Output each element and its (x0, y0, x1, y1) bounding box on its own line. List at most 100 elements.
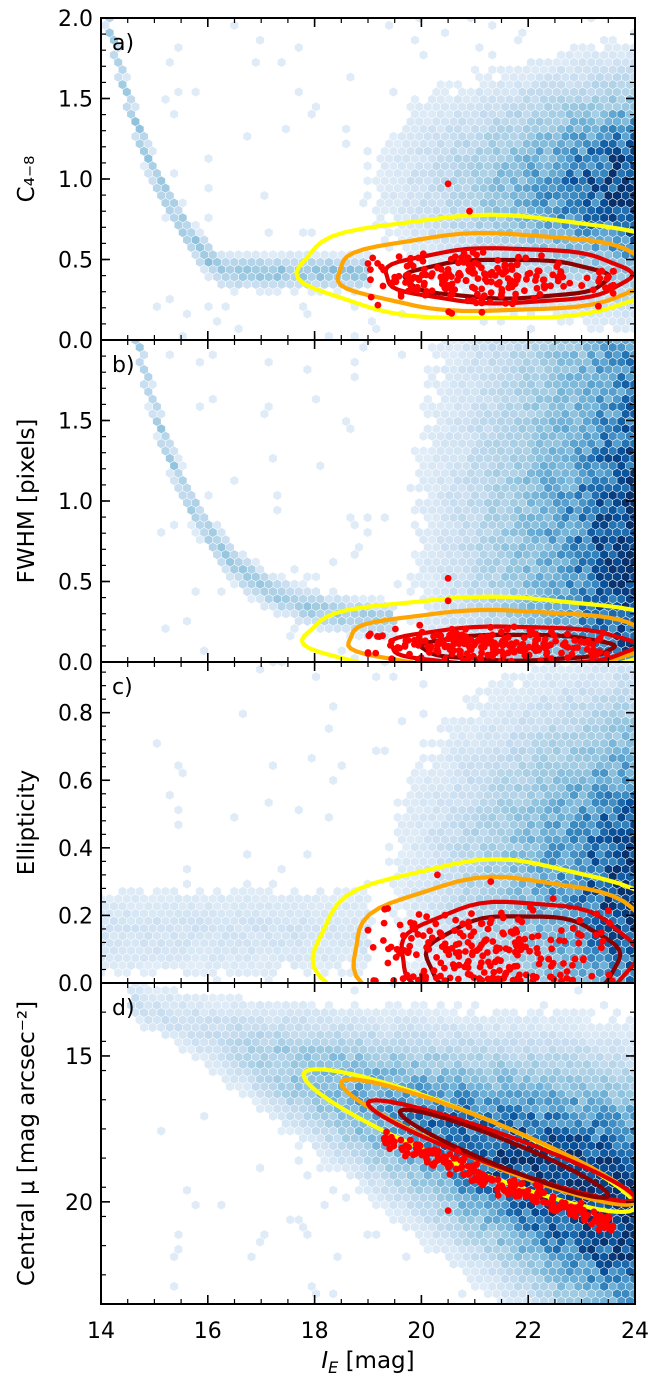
data-point (400, 932, 407, 939)
density-hex (625, 535, 634, 545)
density-hex (243, 557, 252, 567)
density-hex (389, 161, 398, 171)
density-hex (501, 835, 510, 845)
density-hex (324, 624, 333, 634)
density-hex (621, 687, 630, 697)
density-hex (544, 57, 553, 67)
density-hex (509, 409, 518, 419)
density-hex (613, 849, 621, 859)
density-hex (428, 446, 437, 456)
density-hex (165, 468, 174, 478)
density-hex (230, 579, 239, 589)
density-hex (552, 131, 561, 141)
density-hex (269, 923, 277, 933)
density-hex (621, 849, 630, 859)
density-hex (531, 535, 540, 545)
density-hex (380, 205, 389, 215)
density-hex (565, 505, 574, 515)
density-hex (582, 416, 591, 426)
density-hex (578, 820, 587, 830)
density-hex (428, 242, 437, 252)
density-hex (621, 72, 630, 82)
density-hex (316, 594, 325, 604)
density-hex (587, 72, 596, 82)
density-hex (475, 220, 484, 230)
density-hex (561, 835, 570, 845)
density-hex (286, 587, 295, 597)
density-hex (561, 716, 570, 726)
density-hex (643, 709, 651, 718)
density-hex (608, 564, 617, 574)
density-hex (565, 768, 574, 778)
density-hex (492, 483, 501, 493)
density-hex (639, 968, 647, 977)
density-hex (608, 931, 617, 941)
density-hex (522, 535, 531, 545)
density-hex (363, 513, 372, 523)
density-hex (639, 58, 647, 67)
density-hex (385, 168, 394, 178)
density-hex (518, 983, 526, 992)
density-hex (608, 94, 617, 104)
density-hex (432, 835, 441, 845)
data-point (550, 632, 558, 639)
density-hex (518, 102, 527, 112)
density-hex (557, 316, 566, 326)
density-hex (488, 679, 497, 689)
density-hex (234, 968, 243, 978)
data-point (406, 650, 413, 658)
density-hex (608, 228, 617, 238)
density-hex (582, 50, 591, 60)
density-hex (570, 746, 578, 756)
data-point (537, 657, 545, 662)
density-hex (531, 154, 540, 164)
density-hex (238, 550, 247, 560)
density-hex (514, 738, 523, 748)
data-point (596, 634, 604, 642)
data-point (465, 923, 473, 931)
density-hex (608, 183, 617, 193)
density-hex (514, 139, 523, 149)
density-hex (264, 946, 273, 956)
data-point (545, 955, 553, 963)
density-hex (604, 835, 613, 845)
density-hex (165, 909, 174, 919)
density-hex (621, 468, 630, 478)
density-hex (518, 879, 527, 889)
data-point (511, 295, 519, 303)
density-hex (630, 687, 635, 697)
density-hex (273, 490, 282, 500)
density-hex (436, 139, 445, 149)
density-hex (140, 161, 148, 171)
density-hex (213, 975, 222, 983)
density-hex (522, 461, 531, 471)
density-hex (531, 476, 540, 486)
density-hex (453, 461, 462, 471)
density-hex (118, 886, 127, 896)
density-hex (582, 387, 591, 397)
density-hex (424, 983, 432, 992)
density-hex (639, 631, 647, 640)
density-hex (613, 483, 621, 493)
density-hex (565, 738, 574, 748)
density-hex (613, 131, 621, 141)
density-hex (501, 513, 510, 523)
density-hex (501, 527, 510, 537)
density-hex (617, 490, 626, 500)
density-hex (449, 131, 458, 141)
density-hex (639, 206, 647, 215)
density-hex (217, 250, 226, 260)
density-hex (582, 505, 591, 515)
density-hex (639, 265, 647, 274)
density-hex (561, 394, 570, 404)
density-hex (277, 601, 286, 611)
density-hex (466, 879, 475, 889)
density-hex (174, 220, 183, 230)
density-hex (393, 886, 402, 896)
data-point (554, 277, 562, 285)
density-hex (595, 879, 604, 889)
data-point (603, 275, 611, 283)
data-point (533, 284, 541, 292)
density-hex (621, 131, 630, 141)
density-hex (406, 572, 415, 582)
